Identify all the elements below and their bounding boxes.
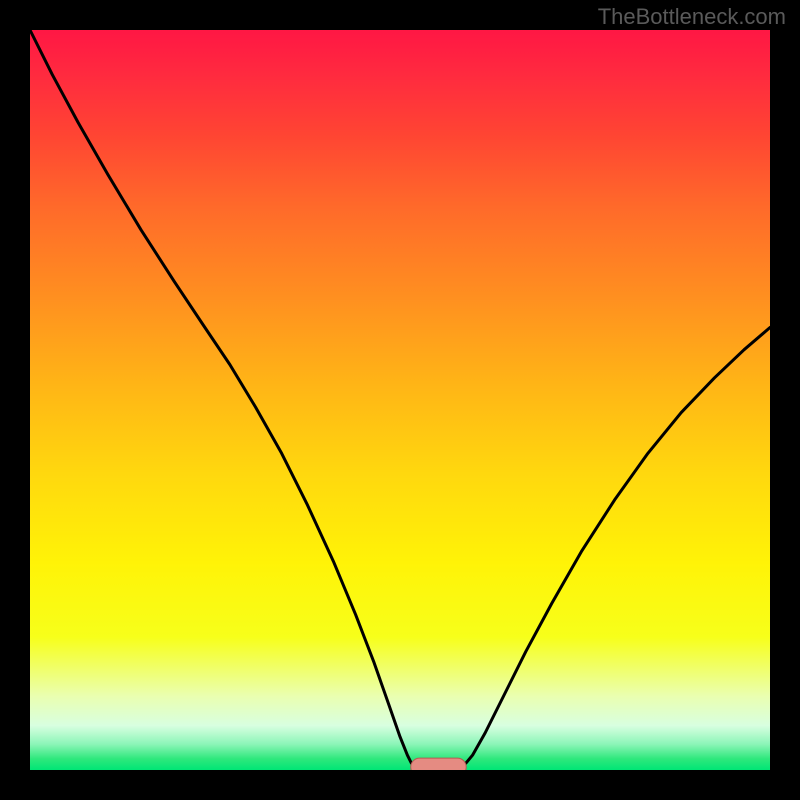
chart-svg xyxy=(0,0,800,800)
bottleneck-chart xyxy=(0,0,800,800)
plot-background xyxy=(30,30,770,770)
watermark-text: TheBottleneck.com xyxy=(598,4,786,30)
